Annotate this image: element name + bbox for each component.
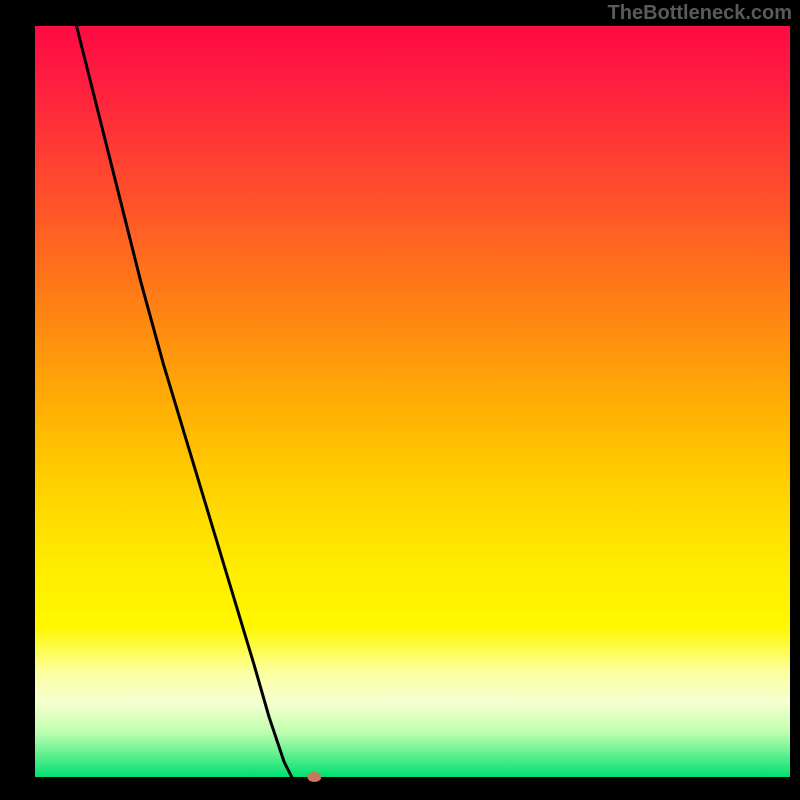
chart-container: TheBottleneck.com <box>0 0 800 800</box>
watermark-text: TheBottleneck.com <box>608 2 792 25</box>
optimal-point-marker <box>307 772 321 782</box>
bottleneck-chart <box>0 0 800 800</box>
gradient-background <box>35 26 790 777</box>
